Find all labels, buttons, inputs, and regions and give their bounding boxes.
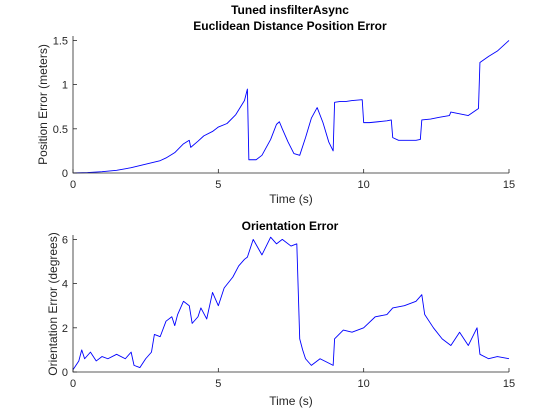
orientation-plot-title: Orientation Error (242, 219, 339, 233)
position-xtick-label-3: 15 (503, 179, 515, 191)
orientation-plot-xlabel: Time (s) (269, 394, 313, 408)
position-xtick-label-0: 0 (70, 179, 76, 191)
position-plot-ticks: 0 5 10 15 0 0.5 1 1.5 (53, 35, 515, 191)
orientation-ytick-label-2: 4 (62, 279, 68, 291)
position-xtick-label-1: 5 (215, 179, 221, 191)
orientation-xtick-label-3: 15 (503, 378, 515, 390)
position-ytick-label-0: 0 (62, 168, 68, 180)
orientation-ytick-label-3: 6 (62, 234, 68, 246)
position-error-axes: Tuned insfilterAsync Euclidean Distance … (36, 3, 515, 206)
orientation-xtick-label-1: 5 (215, 378, 221, 390)
orientation-error-line-0 (72, 236, 510, 371)
position-error-series-group (72, 40, 510, 174)
position-error-line-0 (72, 40, 510, 174)
orientation-ytick-label-1: 2 (62, 323, 68, 335)
orientation-ytick-label-0: 0 (62, 367, 68, 379)
position-ytick-label-3: 1.5 (53, 35, 68, 47)
position-ytick-label-2: 1 (62, 80, 68, 92)
orientation-error-axes: Orientation Error 0 5 10 15 0 2 4 6 Time (s) Or… (46, 219, 515, 408)
orientation-error-series-group (72, 236, 510, 371)
position-xtick-label-2: 10 (358, 179, 370, 191)
orientation-xtick-label-2: 10 (358, 378, 370, 390)
position-plot-title: Tuned insfilterAsync (231, 3, 349, 17)
position-plot-subtitle: Euclidean Distance Position Error (193, 19, 387, 33)
position-ytick-label-1: 0.5 (53, 124, 68, 136)
orientation-plot-ylabel: Orientation Error (degrees) (46, 232, 60, 375)
position-plot-ylabel: Position Error (meters) (36, 44, 50, 165)
orientation-xtick-label-0: 0 (70, 378, 76, 390)
position-plot-xlabel: Time (s) (269, 192, 313, 206)
orientation-plot-ticks: 0 5 10 15 0 2 4 6 (62, 234, 515, 390)
